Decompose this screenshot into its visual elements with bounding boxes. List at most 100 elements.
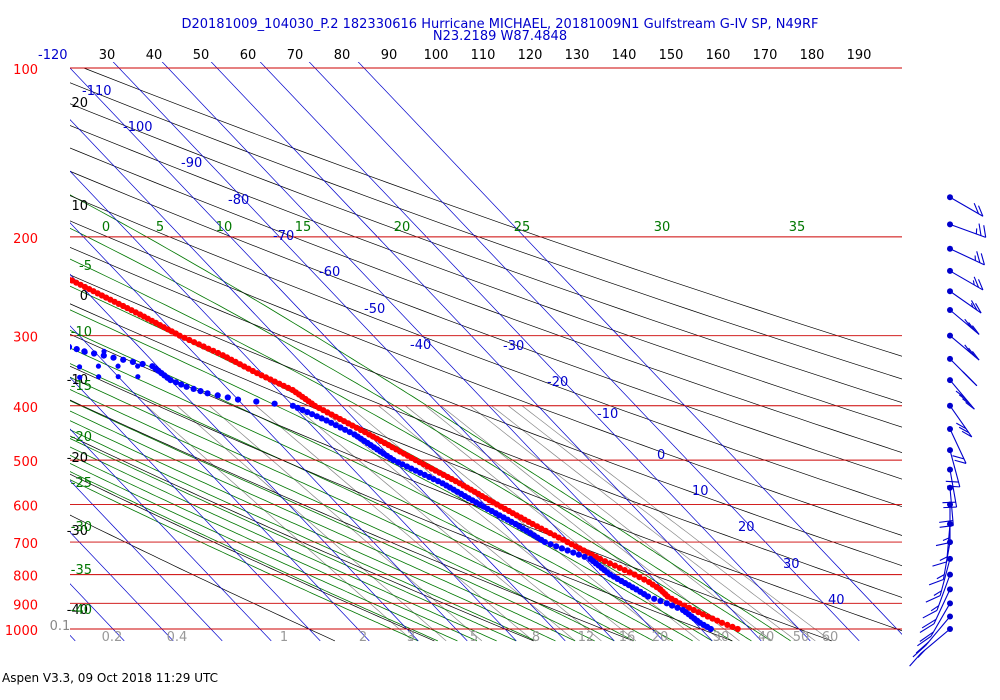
wind-barb-feather [919, 631, 934, 642]
mixing-ratio-label: 12 [578, 630, 595, 645]
mixing-ratio-line [508, 405, 816, 642]
temperature-point [11, 249, 17, 255]
wind-barb [947, 377, 975, 410]
theta-label: 10 [216, 220, 233, 235]
temperature-point [39, 263, 45, 269]
dewpoint-point [0, 309, 1, 315]
wind-barb-feather [939, 520, 953, 523]
dewpoint-point [214, 392, 221, 399]
temperature-point [186, 336, 193, 344]
green-left-label: -30 [71, 520, 92, 535]
pressure-tick-label: 900 [13, 598, 38, 613]
dry-adiabat [70, 333, 832, 642]
dewpoint-point [183, 383, 190, 390]
temperature-point [191, 339, 198, 346]
wind-barb-feather [973, 202, 980, 214]
wind-barb [919, 586, 953, 633]
top-axis-tick: 100 [424, 48, 449, 63]
top-axis-tick: 70 [287, 48, 304, 63]
mixing-ratio-label: 8 [532, 630, 540, 645]
mixing-ratio-label: 5 [470, 630, 478, 645]
wind-barb [947, 355, 978, 387]
wind-barb-staff [949, 270, 984, 291]
temperature-point [43, 265, 49, 271]
dewpoint-point [139, 360, 146, 368]
wind-barb-feather [939, 556, 948, 562]
dewpoint-scatter-point [95, 363, 102, 369]
dewpoint-scatter-point [115, 363, 121, 369]
isotherm-label: -50 [364, 302, 385, 317]
green-left-label: -35 [71, 563, 92, 578]
wind-barb-feather [973, 276, 980, 288]
wind-barb-staff [925, 616, 951, 646]
temperature-point [52, 269, 58, 275]
height-label: 10 [71, 199, 88, 214]
dewpoint-point [224, 394, 231, 401]
dewpoint-point [558, 545, 566, 552]
height-label: -20 [67, 451, 88, 466]
dry-adiabat [70, 195, 902, 508]
wind-barb [947, 267, 984, 291]
dewpoint-point [575, 551, 583, 558]
mixing-ratio-label: 0.1 [50, 619, 71, 634]
mixing-ratio-line [209, 405, 483, 642]
wind-barb [947, 306, 980, 335]
isotherm-label: 30 [783, 557, 800, 572]
temperature-point [70, 277, 76, 284]
dewpoint-point [328, 419, 335, 426]
chart-subtitle: N23.2189 W87.4848 [432, 29, 568, 44]
footer-text: Aspen V3.3, 09 Oct 2018 11:29 UTC [2, 671, 218, 685]
wind-barb [928, 539, 953, 586]
dewpoint-point [172, 379, 179, 386]
isotherm [70, 376, 321, 642]
top-axis-tick: 40 [146, 48, 163, 63]
dewpoint-point [547, 541, 554, 548]
isotherm [70, 428, 272, 642]
dewpoint-point [149, 363, 156, 370]
dewpoint-point [304, 409, 311, 416]
mixing-ratio-label: 3 [407, 630, 415, 645]
wind-barb-feather [968, 322, 976, 332]
dewpoint-point [323, 417, 330, 424]
temperature-point [25, 256, 31, 262]
isotherm [70, 222, 468, 642]
moist-adiabat [70, 194, 791, 642]
isotherm [70, 273, 419, 642]
wind-barb-staff [930, 603, 951, 637]
temperature-point [70, 276, 71, 281]
temperature-point [15, 251, 21, 257]
wind-barb-feather [963, 371, 967, 376]
isotherm [70, 480, 223, 642]
dewpoint-scatter-point [27, 353, 32, 358]
wind-barb-feather [936, 574, 945, 580]
wind-barb-feather [970, 300, 978, 311]
moist-adiabat [70, 400, 595, 642]
wind-barb-feather [972, 280, 975, 286]
wind-barb-feather [928, 579, 944, 586]
dewpoint-point [234, 396, 242, 403]
isotherm [70, 583, 125, 642]
top-axis-tick: 190 [847, 48, 872, 63]
top-axis-tick: 180 [800, 48, 825, 63]
temperature-point [690, 606, 697, 614]
dry-adiabat [83, 67, 902, 357]
moist-adiabat [70, 363, 654, 642]
wind-barb-feather [968, 347, 976, 358]
green-left-label: -5 [79, 259, 92, 274]
dewpoint-point [651, 595, 658, 602]
dry-adiabat [70, 303, 902, 632]
mixing-ratio-label: 60 [822, 630, 839, 645]
theta-label: 0 [102, 220, 110, 235]
wind-barb [912, 613, 953, 658]
isotherm-label: -30 [503, 339, 524, 354]
isotherm-label: 40 [828, 593, 845, 608]
wind-barb-feather [919, 623, 935, 633]
moist-adiabat [70, 420, 556, 642]
top-axis-tick: 130 [565, 48, 590, 63]
theta-label: 5 [156, 220, 164, 235]
wind-barb-feather [917, 649, 926, 658]
temperature-point [714, 617, 721, 624]
isotherm [70, 531, 174, 642]
isotherm [70, 325, 370, 642]
wind-barb-feather [978, 223, 982, 236]
